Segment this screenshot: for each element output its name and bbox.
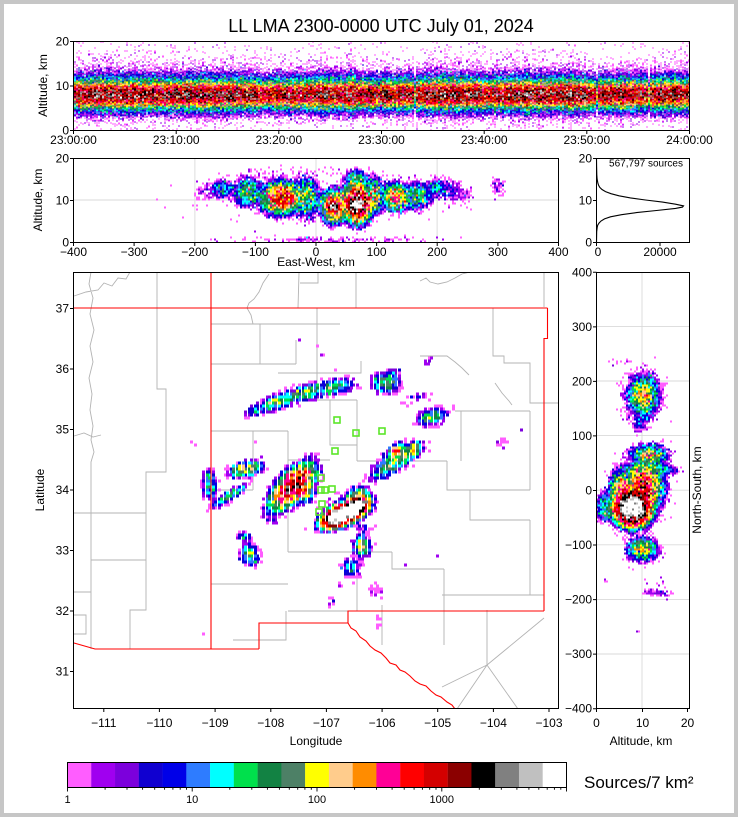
svg-text:10: 10 [186,794,198,806]
svg-text:0: 0 [585,236,592,250]
svg-text:36: 36 [56,362,70,376]
svg-text:32: 32 [56,604,70,618]
svg-text:0: 0 [595,245,602,259]
svg-text:23:40:00: 23:40:00 [461,133,508,147]
svg-text:23:50:00: 23:50:00 [563,133,610,147]
svg-text:0: 0 [313,245,320,259]
svg-text:−100: −100 [565,538,592,552]
svg-text:North-South, km: North-South, km [690,446,704,533]
svg-text:23:20:00: 23:20:00 [255,133,302,147]
svg-text:400: 400 [572,265,592,279]
svg-text:LL LMA 2300-0000 UTC July 01,: LL LMA 2300-0000 UTC July 01, 2024 [228,16,534,36]
svg-text:31: 31 [56,665,70,679]
svg-text:East-West, km: East-West, km [277,255,355,269]
svg-text:10: 10 [56,79,70,93]
svg-text:100: 100 [572,429,592,443]
svg-text:−106: −106 [369,716,396,730]
svg-text:34: 34 [56,483,70,497]
svg-text:−107: −107 [313,716,340,730]
svg-text:300: 300 [572,320,592,334]
svg-text:23:10:00: 23:10:00 [153,133,200,147]
svg-text:23:30:00: 23:30:00 [358,133,405,147]
svg-text:10: 10 [636,716,650,730]
svg-text:−400: −400 [565,702,592,716]
svg-text:Sources/7 km²: Sources/7 km² [584,773,694,792]
svg-text:0: 0 [62,124,69,138]
svg-text:100: 100 [308,794,326,806]
svg-text:35: 35 [56,423,70,437]
svg-text:Latitude: Latitude [33,468,47,511]
svg-text:−300: −300 [565,647,592,661]
svg-text:0: 0 [62,236,69,250]
svg-text:10: 10 [56,194,70,208]
svg-text:Altitude, km: Altitude, km [610,734,673,748]
svg-text:−200: −200 [565,593,592,607]
svg-text:−105: −105 [424,716,451,730]
svg-text:−100: −100 [242,245,269,259]
svg-text:0: 0 [593,716,600,730]
svg-text:100: 100 [367,245,387,259]
svg-text:−200: −200 [181,245,208,259]
svg-text:−108: −108 [257,716,284,730]
svg-text:567,797 sources: 567,797 sources [609,159,683,170]
svg-text:1: 1 [64,794,70,806]
svg-text:20: 20 [56,35,70,49]
svg-text:0: 0 [585,484,592,498]
svg-text:200: 200 [427,245,447,259]
svg-text:Longitude: Longitude [290,734,343,748]
svg-text:−400: −400 [60,245,87,259]
svg-text:200: 200 [572,374,592,388]
svg-text:−103: −103 [535,716,562,730]
svg-text:20: 20 [56,152,70,166]
svg-text:300: 300 [488,245,508,259]
svg-text:−104: −104 [480,716,507,730]
svg-text:400: 400 [548,245,568,259]
svg-text:33: 33 [56,544,70,558]
svg-text:20000: 20000 [643,245,677,259]
svg-text:−300: −300 [121,245,148,259]
svg-text:24:00:00: 24:00:00 [666,133,713,147]
svg-text:Altitude, km: Altitude, km [31,169,45,232]
svg-text:37: 37 [56,302,70,316]
svg-text:10: 10 [579,194,593,208]
svg-text:−109: −109 [202,716,229,730]
svg-text:23:00:00: 23:00:00 [50,133,97,147]
svg-text:1000: 1000 [430,794,454,806]
svg-text:20: 20 [681,716,695,730]
svg-text:20: 20 [579,152,593,166]
svg-text:Altitude, km: Altitude, km [36,54,50,117]
svg-text:−110: −110 [146,716,172,730]
svg-text:−111: −111 [91,716,117,730]
